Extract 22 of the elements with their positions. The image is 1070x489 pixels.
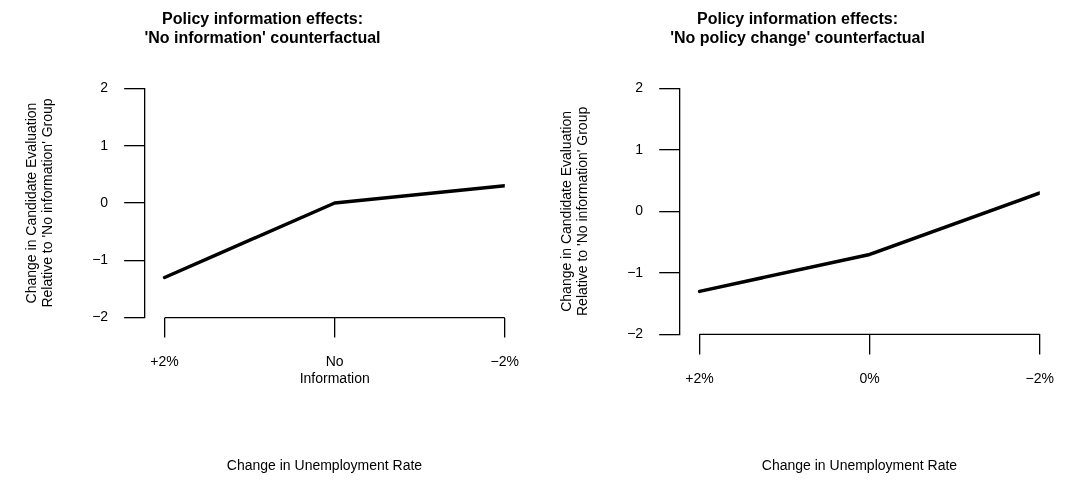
y-tick-label: 0 bbox=[100, 193, 109, 210]
x-tick-label: −2% bbox=[490, 352, 520, 369]
x-axis-title: Change in Unemployment Rate bbox=[226, 457, 423, 474]
x-tick-label: No Information bbox=[299, 352, 370, 386]
chart-title: Policy information effects: 'No information' counterfactual bbox=[144, 10, 381, 47]
y-tick-label: 1 bbox=[635, 140, 644, 157]
y-tick-label: 1 bbox=[100, 136, 109, 153]
x-axis-title: Change in Unemployment Rate bbox=[761, 457, 958, 474]
y-tick-label: 0 bbox=[635, 202, 644, 219]
chart-title: Policy information effects: 'No policy change' counterfactual bbox=[670, 10, 925, 47]
y-tick-label: −1 bbox=[92, 251, 109, 268]
x-tick-label: +2% bbox=[150, 352, 179, 369]
y-axis-title: Change in Candidate Evaluation Relative to 'No information' Group bbox=[557, 106, 591, 317]
x-tick-label: −2% bbox=[1025, 369, 1055, 386]
x-tick-label: 0% bbox=[859, 369, 880, 386]
y-tick-label: 2 bbox=[635, 79, 644, 96]
y-tick-label: −2 bbox=[92, 308, 109, 325]
y-tick-label: 2 bbox=[100, 79, 109, 96]
x-tick-label: +2% bbox=[685, 369, 714, 386]
y-tick-label: −2 bbox=[627, 325, 644, 342]
y-axis-title: Change in Candidate Evaluation Relative to 'No information' Group bbox=[22, 98, 56, 308]
y-tick-label: −1 bbox=[627, 263, 644, 280]
